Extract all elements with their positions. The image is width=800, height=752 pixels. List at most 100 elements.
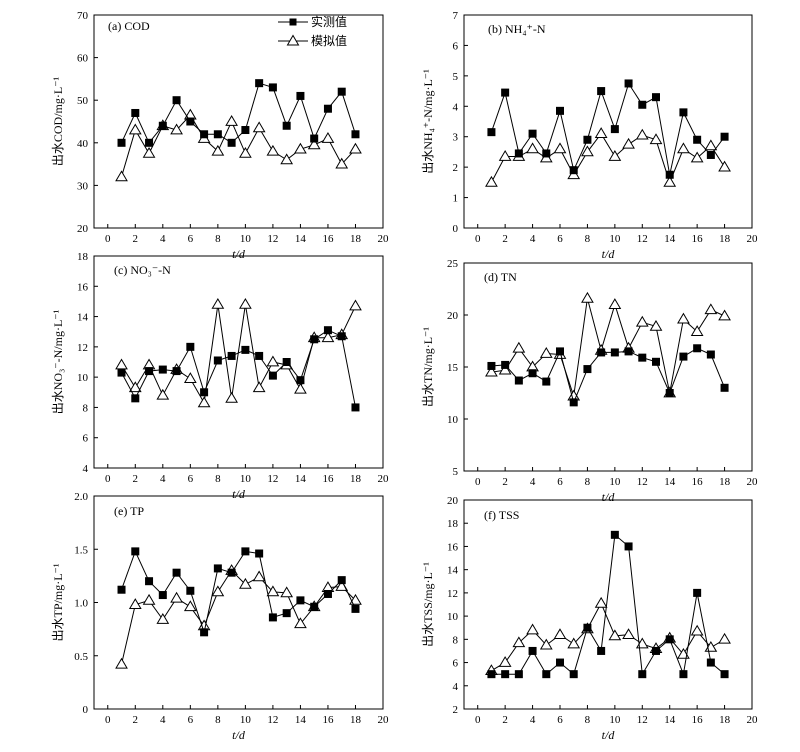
data-point-measured — [680, 109, 687, 116]
x-tick-label: 0 — [475, 714, 481, 726]
data-point-measured — [707, 351, 714, 358]
x-tick-label: 20 — [747, 233, 759, 245]
y-tick-label: 14 — [77, 312, 89, 324]
x-tick-label: 20 — [378, 714, 390, 726]
x-tick-label: 4 — [160, 714, 166, 726]
x-tick-label: 2 — [133, 233, 139, 245]
x-tick-label: 8 — [215, 473, 221, 485]
data-point-measured — [488, 362, 495, 369]
data-point-simulated — [116, 360, 127, 369]
y-tick-label: 10 — [447, 611, 459, 623]
plot-frame — [94, 256, 383, 468]
data-point-measured — [256, 352, 263, 359]
data-point-simulated — [609, 299, 620, 308]
data-point-measured — [324, 590, 331, 597]
data-point-simulated — [240, 299, 251, 308]
data-point-measured — [653, 358, 660, 365]
data-point-simulated — [486, 177, 497, 186]
data-point-measured — [352, 404, 359, 411]
data-point-measured — [694, 136, 701, 143]
data-point-simulated — [254, 122, 265, 131]
y-tick-label: 1 — [453, 193, 459, 205]
data-point-simulated — [596, 598, 607, 607]
data-point-measured — [214, 131, 221, 138]
data-point-measured — [201, 389, 208, 396]
x-tick-label: 2 — [133, 714, 139, 726]
data-point-simulated — [144, 148, 155, 157]
data-point-measured — [338, 577, 345, 584]
y-tick-label: 30 — [77, 180, 89, 192]
y-axis-label: 出水NH₄⁺-N/mg·L⁻¹ — [421, 69, 435, 174]
data-point-measured — [118, 369, 125, 376]
data-point-measured — [639, 101, 646, 108]
x-tick-label: 16 — [692, 714, 704, 726]
data-point-simulated — [705, 140, 716, 149]
data-point-measured — [570, 671, 577, 678]
y-tick-label: 0 — [83, 704, 89, 716]
legend-marker-simulated — [288, 36, 299, 46]
y-tick-label: 18 — [77, 251, 89, 263]
x-tick-label: 12 — [267, 473, 278, 485]
x-tick-label: 14 — [664, 714, 676, 726]
x-tick-label: 12 — [637, 714, 648, 726]
data-point-measured — [173, 97, 180, 104]
y-tick-label: 5 — [453, 466, 459, 478]
x-tick-label: 4 — [530, 233, 536, 245]
x-tick-label: 2 — [502, 476, 508, 488]
x-tick-label: 10 — [240, 233, 252, 245]
legend-label-simulated: 模拟值 — [311, 33, 347, 48]
data-point-measured — [214, 357, 221, 364]
series-line-measured — [491, 84, 724, 175]
chart-panel-3: 0 2 4 6 8 10 12 14 16 18 204681012141618出水NO₃⁻-N/m… — [51, 251, 389, 501]
x-tick-label: 2 — [502, 233, 508, 245]
data-point-simulated — [295, 384, 306, 393]
data-point-simulated — [719, 311, 730, 320]
data-point-simulated — [513, 343, 524, 352]
data-point-measured — [146, 578, 153, 585]
data-point-measured — [297, 597, 304, 604]
data-point-simulated — [267, 357, 278, 366]
x-tick-label: 0 — [105, 473, 111, 485]
x-tick-label: 8 — [215, 233, 221, 245]
x-tick-label: 0 — [475, 233, 481, 245]
data-point-simulated — [692, 626, 703, 635]
data-point-measured — [543, 150, 550, 157]
data-point-simulated — [116, 171, 127, 180]
x-tick-label: 6 — [557, 476, 563, 488]
x-axis-label: t/d — [232, 728, 246, 742]
figure-canvas: 0 2 4 6 8 10 12 14 16 18 20203040506070出水COD/mg·L⁻… — [0, 0, 800, 752]
x-tick-label: 20 — [747, 714, 759, 726]
data-point-simulated — [144, 595, 155, 604]
data-point-measured — [228, 569, 235, 576]
data-point-simulated — [637, 130, 648, 139]
y-tick-label: 4 — [453, 681, 459, 693]
panel-title: (f) TSS — [484, 508, 519, 522]
chart-panel-1: 0 2 4 6 8 10 12 14 16 18 20 20 30 40 50 60 70 出水COD/mg·L⁻… — [51, 10, 389, 261]
x-axis-label: t/d — [232, 247, 246, 261]
y-axis-label: 出水COD/mg·L⁻¹ — [51, 76, 65, 166]
data-point-measured — [625, 80, 632, 87]
data-point-measured — [228, 352, 235, 359]
data-point-measured — [598, 88, 605, 95]
data-point-measured — [557, 348, 564, 355]
y-tick-label: 4 — [83, 463, 89, 475]
data-point-simulated — [350, 144, 361, 153]
x-tick-label: 10 — [609, 714, 621, 726]
y-tick-label: 1.0 — [74, 598, 88, 610]
data-point-measured — [502, 671, 509, 678]
y-tick-label: 20 — [77, 223, 89, 235]
data-point-simulated — [623, 629, 634, 638]
data-point-simulated — [500, 151, 511, 160]
data-point-measured — [352, 131, 359, 138]
y-tick-label: 0.5 — [74, 651, 88, 663]
data-point-measured — [132, 109, 139, 116]
x-tick-label: 0 — [105, 233, 111, 245]
y-tick-label: 2.0 — [74, 491, 88, 503]
series-line-simulated — [491, 134, 724, 183]
x-tick-label: 14 — [295, 714, 307, 726]
y-tick-label: 50 — [77, 95, 89, 107]
data-point-measured — [283, 122, 290, 129]
x-tick-label: 8 — [215, 714, 221, 726]
chart-panel-2: 0 2 4 6 8 10 12 14 16 18 2001234567出水NH₄⁺-N/mg·L⁻¹… — [421, 10, 758, 261]
data-point-measured — [159, 122, 166, 129]
